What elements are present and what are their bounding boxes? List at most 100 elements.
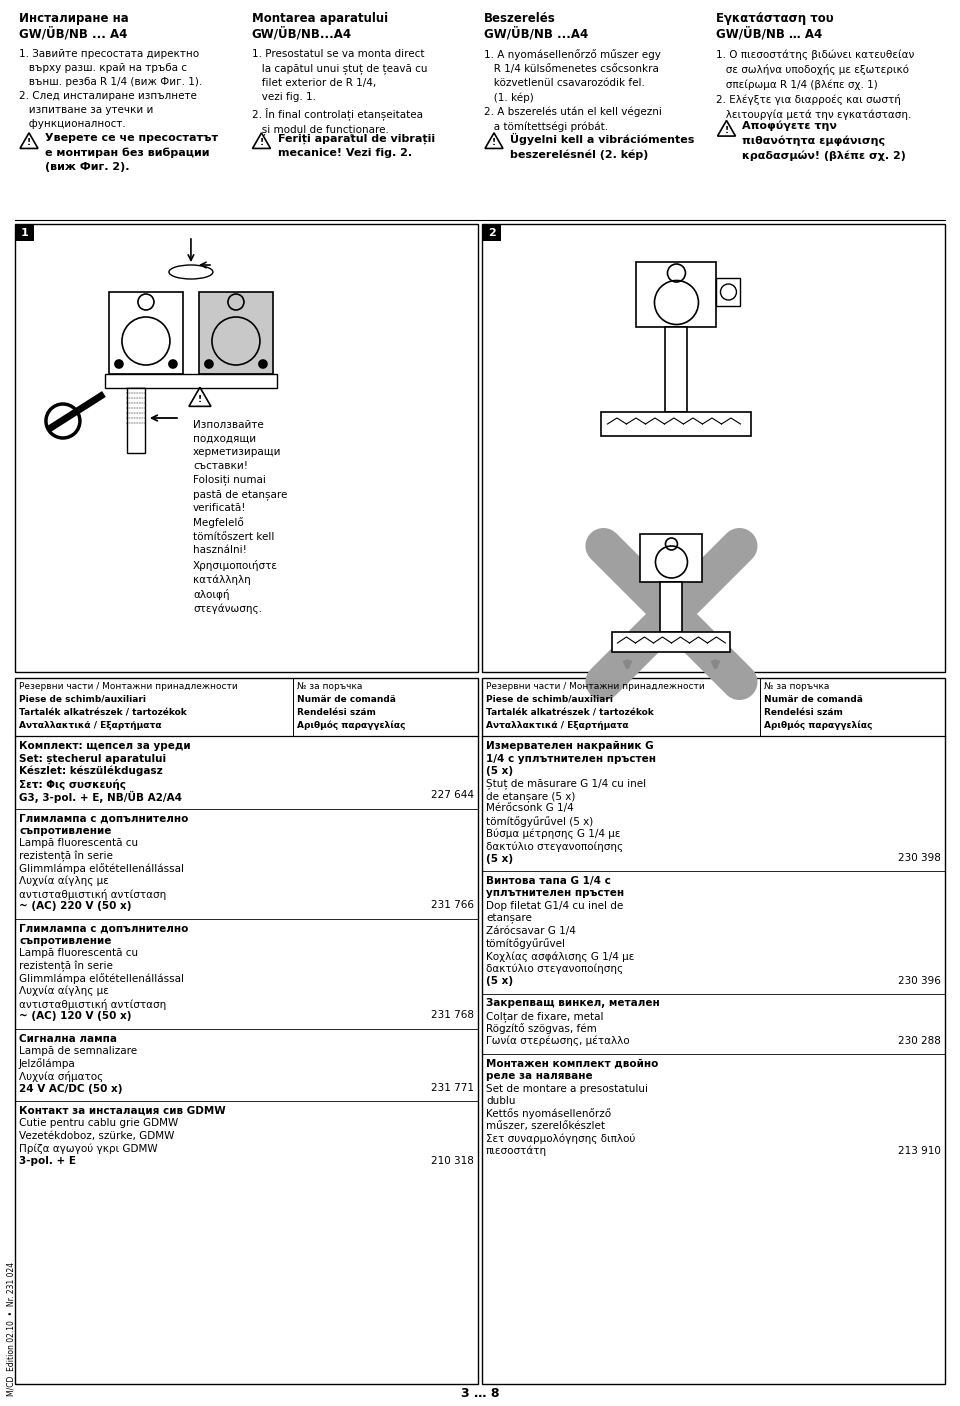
Bar	[15, 224, 478, 672]
Text: δακτύλιο στεγανοποίησης: δακτύλιο στεγανοποίησης	[486, 963, 623, 974]
Text: ~ (AC) 220 V (50 x): ~ (AC) 220 V (50 x)	[19, 901, 132, 911]
Text: !: !	[198, 395, 202, 404]
Text: Colțar de fixare, metal: Colțar de fixare, metal	[486, 1011, 604, 1022]
Text: Tartalék alkatrészek / tartozékok: Tartalék alkatrészek / tartozékok	[19, 709, 187, 717]
Text: Αποφύγετε την
πιθανότητα εμφάνισης
κραδασμών! (βλέπε σχ. 2): Αποφύγετε την πιθανότητα εμφάνισης κραδα…	[742, 121, 906, 160]
Text: Beszerelés: Beszerelés	[484, 13, 556, 25]
Bar	[16, 225, 34, 240]
Text: Numär de comandä: Numär de comandä	[297, 695, 396, 704]
Text: ~ (AC) 120 V (50 x): ~ (AC) 120 V (50 x)	[19, 1011, 132, 1021]
Text: Rendelési szám: Rendelési szám	[764, 709, 843, 717]
Text: Ανταλλακτικά / Εξαρτήματα: Ανταλλακτικά / Εξαρτήματα	[486, 721, 629, 730]
Text: Γωνία στερέωσης, μέταλλο: Γωνία στερέωσης, μέταλλο	[486, 1036, 630, 1046]
Text: № за поръчка: № за поръчка	[764, 682, 829, 690]
Text: Dop filetat G1/4 cu inel de: Dop filetat G1/4 cu inel de	[486, 901, 623, 911]
Text: Винтова тапа G 1/4 с: Винтова тапа G 1/4 с	[486, 876, 611, 886]
Text: Използвайте
подходящи
херметизиращи
съставки!
Folosiți numai
pastă de etanșare
v: Използвайте подходящи херметизиращи съст…	[193, 420, 287, 614]
Text: 1/4 с уплътнителен пръстен: 1/4 с уплътнителен пръстен	[486, 754, 656, 763]
Text: Λυχνία αίγλης με: Λυχνία αίγλης με	[19, 876, 108, 887]
Text: Λυχνία αίγλης με: Λυχνία αίγλης με	[19, 986, 108, 997]
Text: Zárócsavar G 1/4: Zárócsavar G 1/4	[486, 927, 576, 936]
Text: 213 910: 213 910	[899, 1146, 941, 1156]
Text: съпротивление: съпротивление	[19, 936, 111, 946]
Text: tömítőgyűrűvel: tömítőgyűrűvel	[486, 938, 566, 949]
Text: 230 288: 230 288	[899, 1035, 941, 1046]
Text: Αριθμός παραγγελίας: Αριθμός παραγγελίας	[764, 721, 873, 731]
Bar	[127, 388, 145, 453]
Text: Feriți aparatul de vibrații
mecanice! Vezi fig. 2.: Feriți aparatul de vibrații mecanice! Ve…	[277, 134, 435, 157]
Bar	[665, 328, 687, 412]
Text: Ανταλλακτικά / Εξαρτήματα: Ανταλλακτικά / Εξαρτήματα	[19, 721, 161, 730]
Bar	[636, 262, 716, 328]
Bar	[716, 278, 740, 307]
Text: 3-pol. + E: 3-pol. + E	[19, 1156, 76, 1166]
Bar	[199, 292, 273, 374]
Text: реле за наляване: реле за наляване	[486, 1071, 592, 1081]
Text: уплътнителен пръстен: уплътнителен пръстен	[486, 889, 624, 898]
Text: съпротивление: съпротивление	[19, 825, 111, 837]
Text: αντισταθμιστική αντίσταση: αντισταθμιστική αντίσταση	[19, 998, 166, 1010]
Bar	[482, 224, 945, 672]
Text: !: !	[725, 127, 729, 135]
Text: !: !	[492, 138, 496, 148]
Text: Сигнална лампа: Сигнална лампа	[19, 1033, 117, 1043]
Text: G3, 3-pol. + E, NB/ÜB A2/A4: G3, 3-pol. + E, NB/ÜB A2/A4	[19, 792, 182, 803]
Circle shape	[115, 360, 123, 368]
Text: πιεσοστάτη: πιεσοστάτη	[486, 1146, 547, 1157]
Text: Rendelési szám: Rendelési szám	[297, 709, 375, 717]
Text: Set: ștecherul aparatului: Set: ștecherul aparatului	[19, 754, 166, 763]
Circle shape	[204, 360, 213, 368]
Text: Tartalék alkatrészek / tartozékok: Tartalék alkatrészek / tartozékok	[486, 709, 654, 717]
Text: 1. Presostatul se va monta direct
   la capătul unui ștuț de țeavă cu
   filet e: 1. Presostatul se va monta direct la cap…	[252, 49, 427, 135]
Text: № за поръчка: № за поръчка	[297, 682, 362, 690]
Text: Закрепващ винкел, метален: Закрепващ винкел, метален	[486, 998, 660, 1008]
Text: Készlet: készülékdugasz: Készlet: készülékdugasz	[19, 766, 163, 776]
Text: Измервателен накрайник G: Измервателен накрайник G	[486, 741, 654, 751]
Text: Εγκατάσταση του: Εγκατάσταση του	[716, 13, 834, 25]
Text: GW/ÜB/NB ... A4: GW/ÜB/NB ... A4	[19, 27, 128, 41]
Text: Βύσμα μέτρησης G 1/4 με: Βύσμα μέτρησης G 1/4 με	[486, 828, 620, 839]
Text: de etanșare (5 x): de etanșare (5 x)	[486, 792, 575, 801]
Text: Глимлампа с допълнително: Глимлампа с допълнително	[19, 924, 188, 934]
Text: (5 x): (5 x)	[486, 766, 514, 776]
Bar	[483, 225, 501, 240]
Text: Уверете се че пресостатът
е монтиран без вибрации
(виж Фиг. 2).: Уверете се че пресостатът е монтиран без…	[45, 134, 218, 172]
Bar	[482, 678, 945, 1384]
Text: Контакт за инсталация сив GDMW: Контакт за инсталация сив GDMW	[19, 1107, 226, 1116]
Text: Glimmlámpa előtétellenállással: Glimmlámpa előtétellenállással	[19, 973, 184, 984]
Text: 1. Завийте пресостата директно
   върху разш. край на тръба с
   външ. резба R 1: 1. Завийте пресостата директно върху раз…	[19, 49, 203, 129]
Text: !: !	[27, 138, 31, 148]
Text: 210 318: 210 318	[431, 1156, 474, 1166]
Bar	[660, 582, 683, 633]
Text: 231 768: 231 768	[431, 1011, 474, 1021]
Circle shape	[259, 360, 267, 368]
Text: Vezetékdoboz, szürke, GDMW: Vezetékdoboz, szürke, GDMW	[19, 1130, 175, 1142]
Text: 3 … 8: 3 … 8	[461, 1386, 499, 1400]
Text: Set de montare a presostatului: Set de montare a presostatului	[486, 1084, 648, 1094]
Text: 231 766: 231 766	[431, 900, 474, 911]
Bar	[612, 633, 731, 652]
Text: Montarea aparatului: Montarea aparatului	[252, 13, 388, 25]
Text: etanșare: etanșare	[486, 914, 532, 924]
Text: 24 V AC/DC (50 x): 24 V AC/DC (50 x)	[19, 1084, 123, 1094]
Text: GW/ÜB/NB ...A4: GW/ÜB/NB ...A4	[484, 27, 588, 41]
Text: Lampă de semnalizare: Lampă de semnalizare	[19, 1046, 137, 1056]
Text: dublu: dublu	[486, 1097, 516, 1107]
Text: Lampă fluorescentă cu: Lampă fluorescentă cu	[19, 838, 138, 848]
Text: Numär de comandä: Numär de comandä	[764, 695, 863, 704]
Text: Cutie pentru cablu grie GDMW: Cutie pentru cablu grie GDMW	[19, 1119, 179, 1129]
Text: Σετ συναρμολόγησης διπλού: Σετ συναρμολόγησης διπλού	[486, 1133, 636, 1144]
Text: műszer, szerelőkészlet: műszer, szerelőkészlet	[486, 1121, 605, 1130]
Bar	[15, 678, 478, 1384]
Text: Σετ: Φις συσκευής: Σετ: Φις συσκευής	[19, 779, 126, 790]
Bar	[105, 374, 276, 388]
Text: Ügyelni kell a vibrációmentes
beszerelésnél (2. kép): Ügyelni kell a vibrációmentes beszerelés…	[510, 134, 694, 160]
Text: tömítőgyűrűvel (5 x): tömítőgyűrűvel (5 x)	[486, 815, 593, 827]
Text: 230 396: 230 396	[899, 976, 941, 986]
Text: Монтажен комплект двойно: Монтажен комплект двойно	[486, 1059, 659, 1069]
Text: 1. Ο πιεσοστάτης βιδώνει κατευθείαν
   σε σωλήνα υποδοχής με εξωτερικό
   σπείρω: 1. Ο πιεσοστάτης βιδώνει κατευθείαν σε σ…	[716, 49, 915, 120]
Text: (5 x): (5 x)	[486, 853, 514, 863]
Text: Резервни части / Монтажни принадлежности: Резервни части / Монтажни принадлежности	[19, 682, 238, 690]
Text: Αριθμός παραγγελίας: Αριθμός παραγγελίας	[297, 721, 405, 731]
Text: Ștuț de măsurare G 1/4 cu inel: Ștuț de măsurare G 1/4 cu inel	[486, 779, 646, 789]
